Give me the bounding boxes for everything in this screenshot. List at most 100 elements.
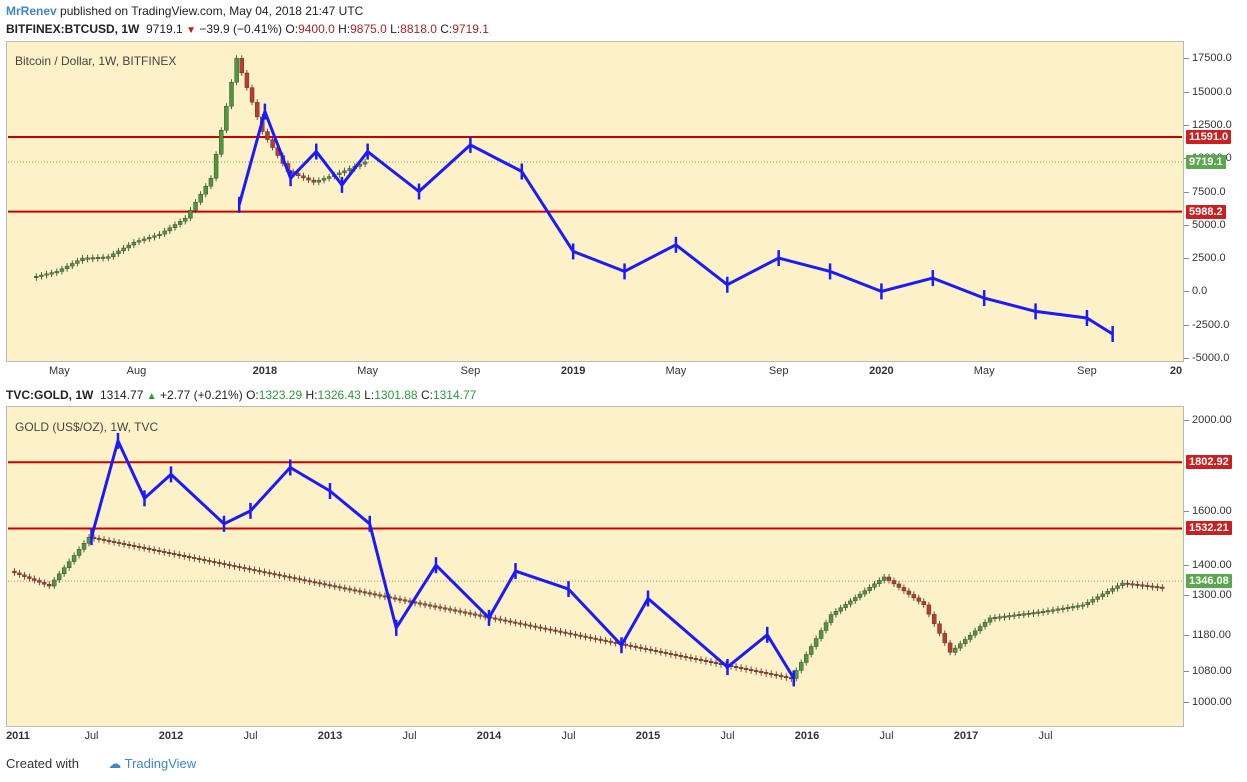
candle-body — [738, 667, 744, 670]
candle-body — [212, 561, 217, 564]
y-tick-label: 15000.0 — [1192, 85, 1232, 98]
gold-change: +2.77 (+0.21%) — [159, 388, 243, 402]
candle-body — [49, 272, 54, 275]
candle-body — [12, 570, 17, 574]
candle-body — [59, 268, 65, 272]
gold-ohlc-header: TVC:GOLD, 1W 1314.77 ▲ +2.77 (+0.21%) O:… — [6, 388, 476, 402]
y-tick-label: 1400.00 — [1192, 559, 1232, 572]
candle-body — [316, 180, 322, 183]
candle-body — [1007, 615, 1012, 618]
gold-h-label: H: — [305, 388, 318, 402]
candle-body — [1011, 614, 1017, 617]
candle-body — [779, 675, 784, 678]
gold-high: 1326.43 — [317, 388, 361, 402]
candle-body — [121, 542, 127, 545]
candle-body — [32, 578, 37, 581]
candle-body — [493, 617, 498, 620]
candle-body — [688, 657, 694, 659]
candle-body — [698, 659, 704, 661]
btc-price-axis[interactable]: 17500.015000.012500.010000.07500.05000.0… — [1184, 41, 1247, 364]
candle-body — [157, 233, 162, 236]
author-link[interactable]: MrRenev — [6, 4, 57, 18]
y-tick-mark — [1184, 124, 1189, 126]
overlay-series — [90, 439, 796, 680]
y-tick-mark — [1184, 358, 1189, 359]
candle-body — [222, 563, 227, 566]
candle-body — [518, 622, 523, 625]
candle-body — [347, 588, 353, 591]
candle-body — [296, 173, 301, 176]
candle-body — [121, 247, 126, 252]
x-tick-label: 2013 — [317, 730, 343, 742]
candle-body — [52, 579, 57, 587]
candle-body — [116, 541, 122, 544]
candle-body — [578, 634, 583, 637]
candle-body — [573, 633, 578, 636]
candle-body — [402, 599, 408, 602]
gold-price-axis[interactable]: 2000.00 1600.00 1400.00 1300.00 1180.00 1080.… — [1184, 406, 1247, 727]
x-tick-label: Jul — [1038, 730, 1053, 742]
btc-legend: Bitcoin / Dollar, 1W, BITFINEX — [15, 54, 177, 68]
candle-body — [872, 583, 877, 588]
y-tick-mark — [1184, 224, 1189, 226]
candle-body — [162, 230, 167, 235]
candle-body — [1090, 599, 1095, 603]
candle-body — [862, 590, 868, 595]
candle-body — [61, 567, 67, 575]
btc-l-label: L: — [390, 22, 401, 36]
btc-symbol[interactable]: BITFINEX:BTCUSD, 1W — [6, 22, 140, 36]
candle-body — [967, 634, 973, 640]
candle-body — [56, 573, 62, 581]
tradingview-brand-link[interactable]: TradingView — [124, 756, 197, 771]
last-price-badge: 9719.1 — [1186, 154, 1226, 169]
candle-body — [42, 582, 47, 585]
candle-body — [958, 643, 963, 649]
gold-close: 1314.77 — [432, 388, 477, 402]
candle-body — [326, 176, 332, 179]
candle-body — [301, 175, 306, 179]
btc-time-axis[interactable]: May Aug 2018 May Sep 2019 May Sep 2020 May Sep 20 — [6, 362, 1184, 380]
candle-body — [116, 250, 121, 255]
candle-body — [768, 673, 774, 676]
candle-body — [598, 638, 603, 641]
candle-body — [172, 553, 177, 555]
candle-body — [498, 618, 503, 621]
x-tick-label: Jul — [720, 730, 735, 742]
candle-body — [1031, 612, 1036, 615]
candle-body — [1016, 614, 1022, 617]
gold-c-label: C: — [420, 388, 433, 402]
candle-body — [111, 540, 117, 543]
candle-body — [151, 549, 157, 551]
y-tick-mark — [1184, 670, 1189, 672]
candle-body — [247, 568, 252, 571]
btc-close: 9719.1 — [452, 22, 489, 36]
candle-body — [302, 579, 307, 582]
candle-body — [252, 569, 257, 572]
gold-o-label: O: — [246, 388, 259, 402]
candle-body — [852, 597, 858, 602]
gold-last: 1314.77 — [100, 388, 144, 402]
candle-body — [703, 660, 709, 662]
gold-symbol[interactable]: TVC:GOLD, 1W — [6, 388, 94, 402]
candle-body — [911, 594, 917, 599]
x-tick-label: Sep — [460, 365, 481, 377]
overlay-series — [237, 110, 1114, 336]
candle-body — [237, 566, 242, 569]
candle-body — [588, 636, 593, 639]
candle-body — [332, 585, 337, 588]
candle-body — [317, 582, 322, 585]
candle-body — [713, 662, 719, 664]
candle-body — [528, 624, 533, 627]
created-with-label: Created with — [6, 756, 79, 771]
candle-body — [962, 639, 968, 644]
candle-body — [265, 131, 270, 140]
candle-body — [508, 620, 513, 623]
candle-body — [462, 611, 468, 614]
candle-body — [1065, 607, 1071, 609]
gold-chart-pane[interactable]: GOLD (US$/OZ), 1W, TVC — [6, 406, 1184, 727]
candle-body — [447, 608, 453, 611]
gold-time-axis[interactable]: 2011 Jul 2012 Jul 2013 Jul 2014 Jul 2015 Jul 2016 J… — [6, 727, 1184, 745]
candle-body — [633, 645, 638, 648]
candle-body — [187, 556, 192, 558]
x-tick-label: 2012 — [158, 730, 184, 742]
